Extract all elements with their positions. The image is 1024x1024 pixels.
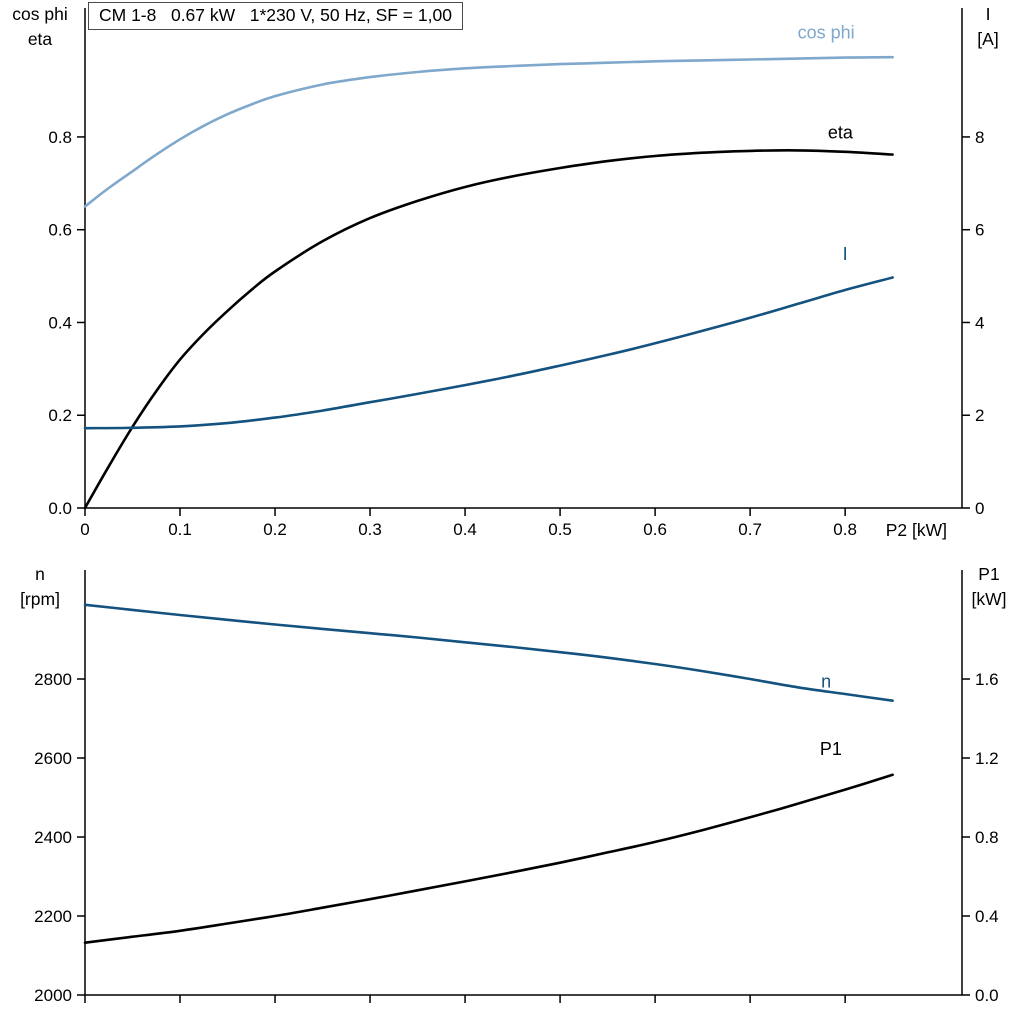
bottom-chart-left-axis-title: n [rpm] (0, 562, 80, 612)
x-tick-label: 0.3 (358, 520, 382, 539)
x-tick-label: 0.6 (643, 520, 667, 539)
top-chart-left-axis-title: cos phi eta (0, 2, 80, 52)
bottom-chart-right-axis-title: P1 [kW] (958, 562, 1020, 612)
right-tick-label: 0 (975, 499, 984, 518)
right-tick-label: 2 (975, 406, 984, 425)
left-tick-label: 0.0 (48, 499, 72, 518)
left-tick-label: 2600 (34, 749, 72, 768)
right-tick-label: 8 (975, 128, 984, 147)
right-tick-label: 1.2 (975, 749, 999, 768)
top-chart-right-axis-title: I [A] (962, 2, 1014, 52)
right-axis-title-line1: P1 (978, 564, 1000, 584)
series-p1-label: P1 (820, 739, 842, 759)
series-n-label: n (821, 672, 831, 692)
right-axis-title-line2: [kW] (971, 589, 1007, 609)
right-tick-label: 0.4 (975, 907, 999, 926)
right-tick-label: 0.0 (975, 986, 999, 1005)
left-axis-title-line2: eta (27, 29, 53, 49)
right-tick-label: 0.8 (975, 828, 999, 847)
x-tick-label: 0.4 (453, 520, 477, 539)
series-cos-phi-label: cos phi (798, 23, 855, 43)
series-n-curve (83, 603, 894, 702)
left-tick-label: 2000 (34, 986, 72, 1005)
series-i-curve (83, 276, 894, 430)
left-tick-label: 0.8 (48, 128, 72, 147)
x-tick-label: 0 (80, 520, 89, 539)
series-eta-label: eta (828, 122, 854, 142)
x-tick-label: 0.2 (263, 520, 287, 539)
x-tick-label: 0.1 (168, 520, 192, 539)
right-axis-title-line1: I (985, 4, 991, 24)
left-tick-label: 2400 (34, 828, 72, 847)
right-tick-label: 4 (975, 313, 984, 332)
left-tick-label: 0.6 (48, 221, 72, 240)
right-tick-label: 6 (975, 221, 984, 240)
right-axis-title-line2: [A] (977, 29, 999, 49)
series-i-label: I (843, 244, 848, 264)
right-tick-label: 1.6 (975, 670, 999, 689)
chart-title-box: CM 1-8 0.67 kW 1*230 V, 50 Hz, SF = 1,00 (88, 2, 463, 30)
left-axis-title-line2: [rpm] (20, 589, 60, 609)
left-axis-title-line1: cos phi (12, 4, 68, 24)
left-tick-label: 0.2 (48, 406, 72, 425)
series-cos-phi-curve (83, 55, 894, 208)
left-tick-label: 0.4 (48, 313, 72, 332)
x-tick-label: 0.7 (738, 520, 762, 539)
series-eta-curve (83, 149, 894, 510)
x-tick-label: 0.5 (548, 520, 572, 539)
left-tick-label: 2200 (34, 907, 72, 926)
x-tick-label: 0.8 (833, 520, 857, 539)
series-p1-curve (83, 773, 894, 944)
left-axis-title-line1: n (35, 564, 45, 584)
x-axis-label: P2 [kW] (885, 520, 947, 540)
left-tick-label: 2800 (34, 670, 72, 689)
